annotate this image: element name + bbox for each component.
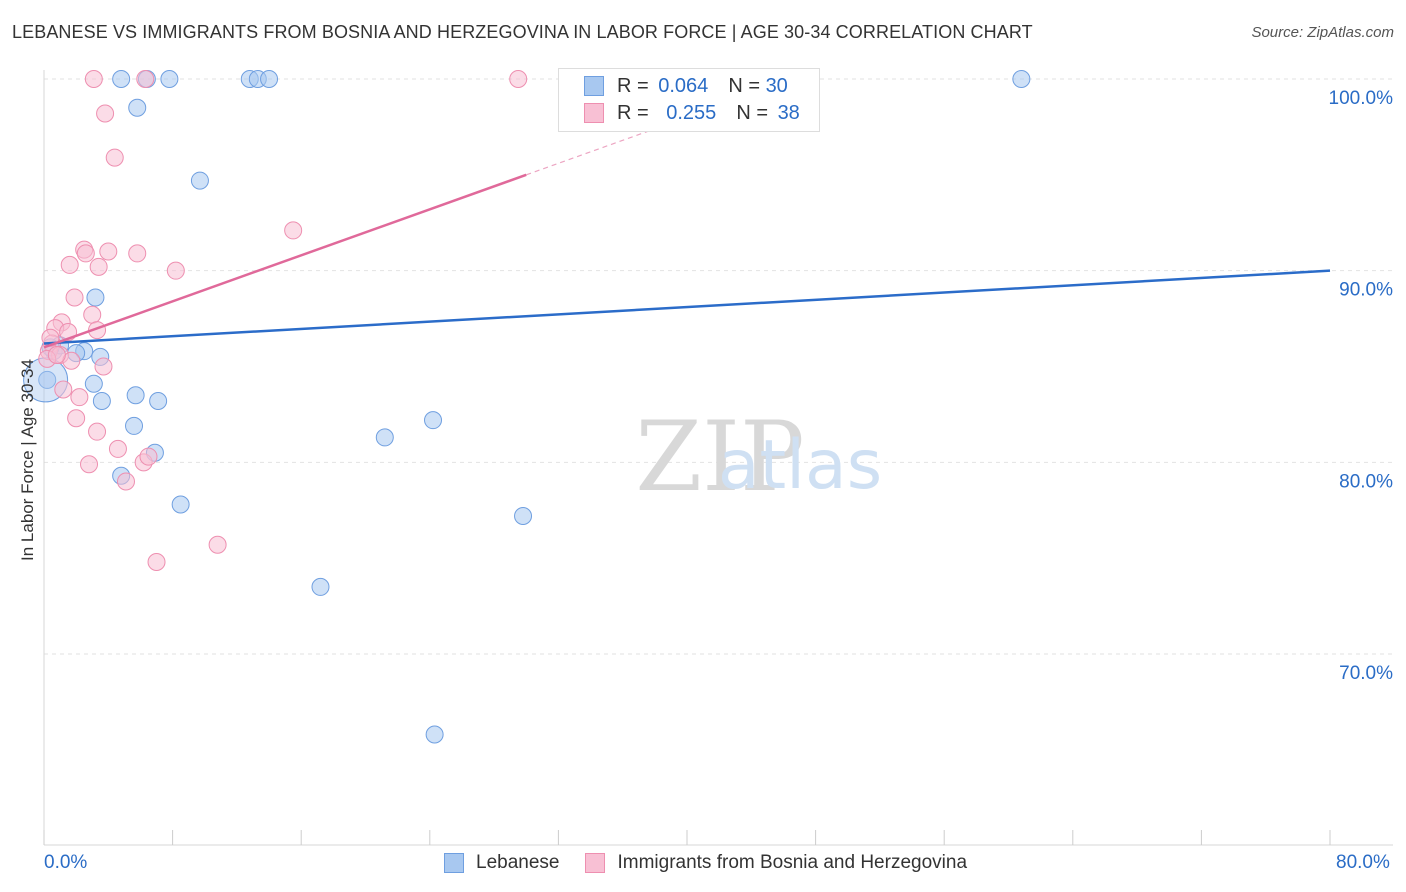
legend-swatch-lebanese bbox=[584, 76, 604, 96]
data-point bbox=[149, 392, 168, 410]
data-point bbox=[514, 507, 533, 525]
data-point bbox=[311, 577, 330, 596]
data-point bbox=[116, 472, 135, 491]
data-point bbox=[160, 70, 179, 88]
data-point bbox=[38, 370, 57, 389]
data-point bbox=[190, 171, 209, 190]
data-point bbox=[128, 98, 147, 117]
r-value: 0.255 bbox=[666, 101, 717, 124]
watermark-atlas: atlas bbox=[718, 426, 882, 505]
data-point bbox=[99, 242, 118, 261]
trend-line-extension bbox=[526, 128, 656, 176]
data-point bbox=[65, 288, 84, 307]
y-tick-labels: 100.0% 90.0% 80.0% 70.0% bbox=[1329, 88, 1394, 684]
gridlines bbox=[44, 78, 1393, 655]
data-point bbox=[1012, 70, 1031, 88]
data-point bbox=[47, 346, 66, 364]
data-point bbox=[67, 409, 86, 428]
x-max-label: 80.0% bbox=[1336, 852, 1390, 873]
trend-line bbox=[43, 269, 1331, 345]
n-value: 30 bbox=[765, 74, 788, 97]
trend-lines bbox=[43, 128, 1331, 349]
data-point bbox=[60, 255, 79, 274]
chart-title: LEBANESE VS IMMIGRANTS FROM BOSNIA AND H… bbox=[12, 22, 1033, 42]
r-label: R = bbox=[617, 74, 649, 97]
data-point bbox=[425, 725, 444, 744]
data-point bbox=[76, 244, 95, 263]
source-label: Source: ZipAtlas.com bbox=[1251, 24, 1394, 41]
data-point bbox=[139, 447, 158, 466]
data-point bbox=[136, 70, 155, 88]
data-point bbox=[94, 357, 113, 376]
trend-line bbox=[43, 173, 527, 349]
data-point bbox=[84, 374, 103, 393]
data-point bbox=[166, 261, 185, 280]
data-point bbox=[70, 388, 89, 407]
data-point bbox=[260, 70, 279, 88]
data-point bbox=[84, 70, 103, 88]
data-point bbox=[83, 305, 102, 324]
legend-item-lebanese: Lebanese bbox=[444, 852, 559, 874]
data-point bbox=[105, 148, 124, 167]
data-point bbox=[509, 70, 528, 88]
y-tick-label: 70.0% bbox=[1339, 663, 1393, 684]
data-point bbox=[108, 439, 127, 458]
series-bosnia-points bbox=[38, 70, 528, 571]
y-axis-label: In Labor Force | Age 30-34 bbox=[18, 359, 37, 561]
series-lebanese-points bbox=[23, 70, 1031, 744]
data-point bbox=[147, 553, 166, 571]
data-point bbox=[92, 392, 111, 410]
r-label: R = bbox=[617, 101, 649, 124]
data-point bbox=[80, 455, 99, 474]
y-tick-label: 90.0% bbox=[1339, 280, 1393, 301]
data-point bbox=[171, 495, 190, 514]
x-min-label: 0.0% bbox=[44, 852, 88, 873]
n-label: N = bbox=[736, 101, 768, 124]
legend-label-lebanese: Lebanese bbox=[476, 852, 560, 873]
n-value: 38 bbox=[777, 101, 800, 124]
legend-swatch-bosnia bbox=[585, 853, 606, 873]
legend-swatch-bosnia bbox=[584, 103, 604, 123]
watermark-zip: ZIP bbox=[635, 401, 804, 513]
y-tick-label: 100.0% bbox=[1329, 88, 1394, 109]
legend-row-bosnia: R = 0.255 N = 38 bbox=[584, 100, 800, 126]
data-point bbox=[284, 221, 303, 240]
data-point bbox=[208, 535, 227, 554]
data-point bbox=[126, 386, 145, 405]
data-point bbox=[96, 104, 115, 123]
series-legend: Lebanese Immigrants from Bosnia and Herz… bbox=[444, 852, 993, 874]
data-point bbox=[424, 411, 443, 430]
data-point bbox=[86, 288, 105, 307]
legend-swatch-lebanese bbox=[444, 853, 464, 873]
n-label: N = bbox=[728, 74, 760, 97]
data-point bbox=[125, 416, 144, 435]
legend-row-lebanese: R = 0.064 N = 30 bbox=[584, 73, 788, 99]
legend-label-bosnia: Immigrants from Bosnia and Herzegovina bbox=[617, 852, 968, 873]
data-point bbox=[375, 428, 394, 447]
data-point bbox=[112, 70, 131, 88]
x-ticks bbox=[43, 830, 1331, 845]
y-tick-label: 80.0% bbox=[1339, 471, 1393, 492]
correlation-legend: R = 0.064 N = 30 R = 0.255 N = 38 bbox=[558, 68, 820, 132]
data-point bbox=[88, 422, 107, 441]
legend-item-bosnia: Immigrants from Bosnia and Herzegovina bbox=[585, 852, 967, 874]
data-point bbox=[54, 380, 73, 399]
r-value: 0.064 bbox=[658, 74, 709, 97]
data-point bbox=[89, 257, 108, 276]
data-point bbox=[128, 244, 147, 263]
